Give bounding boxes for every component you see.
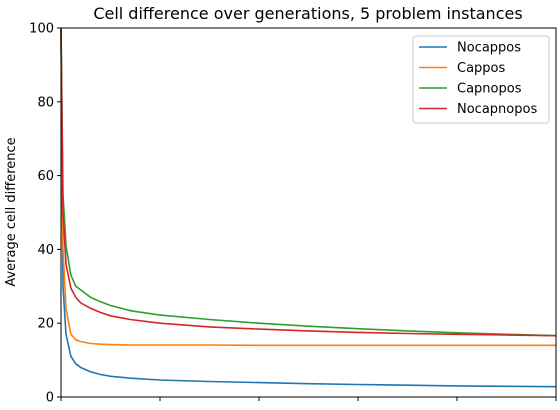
y-tick-label-5: 100 (29, 22, 54, 37)
plot-frame (60, 27, 557, 398)
series-line-0 (60, 27, 557, 388)
y-tick-label-4: 80 (37, 95, 54, 110)
legend-label-3: Nocapnopos (457, 102, 537, 117)
series-layer (60, 27, 557, 388)
y-tick-label-1: 20 (37, 317, 54, 332)
chart-title: Cell difference over generations, 5 prob… (93, 4, 522, 23)
legend-box (412, 35, 550, 124)
series-line-1 (60, 27, 556, 347)
y-tick-label-2: 40 (37, 243, 54, 258)
series-line-3 (60, 27, 557, 337)
legend-label-0: Nocappos (457, 41, 521, 56)
legend-label-1: Cappos (457, 61, 506, 76)
y-tick-label-0: 0 (46, 391, 54, 406)
y-axis-label: Average cell difference (4, 137, 19, 286)
legend: Nocappos Cappos Capnopos Nocapnopos (412, 35, 550, 124)
legend-label-2: Capnopos (457, 82, 522, 97)
series-line-2 (60, 27, 557, 337)
ticks-layer: 0 20 40 60 80 100 (29, 22, 557, 406)
y-tick-label-3: 60 (37, 169, 54, 184)
